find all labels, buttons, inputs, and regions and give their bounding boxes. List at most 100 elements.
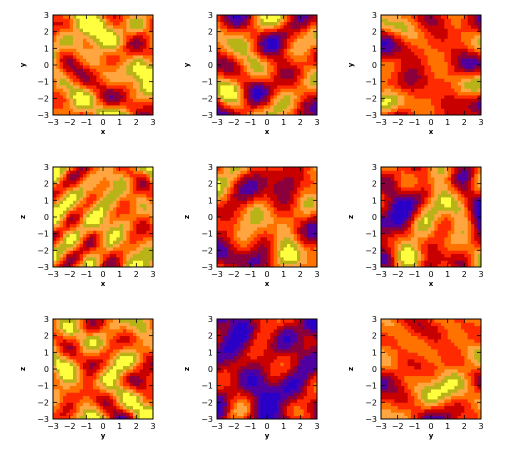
heatmap-cell [441,85,445,89]
heatmap-cell [217,247,221,251]
heatmap-cell [83,247,87,251]
heatmap-cell [381,55,385,59]
heatmap-cell [303,31,308,36]
heatmap-cell [243,263,248,267]
heatmap-cell [427,55,432,59]
heatmap-cell [136,78,141,83]
heatmap-cell [441,98,445,103]
heatmap-cell [313,183,317,188]
heatmap-cell [99,197,104,201]
heatmap-cell [397,35,402,39]
heatmap-cell [384,21,389,26]
heatmap-cell [273,183,278,188]
heatmap-cell [287,55,291,59]
heatmap-cell [434,98,439,103]
heatmap-cell [119,227,124,231]
heatmap-cell [220,220,225,225]
heatmap-cell [66,88,71,93]
heatmap-cell [116,91,121,96]
heatmap-cell [243,250,248,255]
heatmap-cell [86,180,91,185]
heatmap-cell [270,217,275,221]
heatmap-cell [270,65,275,69]
heatmap-cell [116,233,121,238]
heatmap-cell [307,223,311,228]
heatmap-cell [293,180,298,185]
heatmap-cell [270,61,275,66]
heatmap-cell [227,183,231,188]
heatmap-cell [93,187,97,191]
heatmap-cell [454,91,459,96]
heatmap-cell [381,35,385,39]
heatmap-cell [123,227,127,231]
heatmap-cell [93,21,97,26]
heatmap-cell [139,65,144,69]
heatmap-cell [146,250,151,255]
heatmap-cell [387,45,392,49]
heatmap-cell [394,65,399,69]
heatmap-cell [273,230,278,235]
heatmap-cell [129,217,134,221]
heatmap-cell [143,263,147,267]
heatmap-cell [59,253,64,258]
heatmap-cell [133,98,137,103]
heatmap-cell [260,65,265,69]
heatmap-cell [56,173,61,178]
heatmap-cell [106,91,111,96]
heatmap-cell [250,98,255,103]
heatmap-cell [253,220,258,225]
heatmap-cell [283,38,288,43]
heatmap-cell [310,75,315,79]
heatmap-cell [129,101,134,106]
heatmap-cell [444,55,449,59]
heatmap-cell [434,15,439,19]
heatmap-cell [397,28,402,33]
heatmap-cell [56,177,61,181]
heatmap-cell [123,21,127,26]
heatmap-cell [411,88,415,93]
heatmap-cell [270,197,275,201]
heatmap-cell [113,190,117,195]
heatmap-cell [277,111,281,115]
heatmap-cell [471,98,475,103]
heatmap-cell [263,247,268,251]
heatmap-cell [263,243,268,248]
heatmap-cell [300,227,305,231]
heatmap-cell [116,81,121,86]
heatmap-cell [290,68,295,73]
heatmap-cell [303,81,308,86]
heatmap-cell [461,108,465,113]
heatmap-cell [126,233,131,238]
heatmap-cell [139,81,144,86]
heatmap-cell [113,98,117,103]
heatmap-cell [310,253,315,258]
heatmap-cell [53,108,57,113]
heatmap-cell [280,78,285,83]
heatmap-cell [103,25,107,29]
heatmap-cell [243,247,248,251]
heatmap-cell [404,95,409,99]
heatmap-cell [149,180,153,185]
heatmap-cell [53,233,57,238]
heatmap-cell [464,257,469,261]
heatmap-cell [260,95,265,99]
heatmap-cell [454,263,459,267]
heatmap-cell [109,203,114,208]
heatmap-cell [250,35,255,39]
heatmap-cell [69,88,74,93]
heatmap-cell [69,71,74,76]
heatmap-cell [136,247,141,251]
heatmap-cell [283,170,288,175]
heatmap-cell [270,183,275,188]
heatmap-cell [471,25,475,29]
heatmap-cell [461,101,465,106]
heatmap-cell [139,98,144,103]
heatmap-cell [461,111,465,115]
heatmap-cell [59,223,64,228]
heatmap-cell [277,243,281,248]
heatmap-cell [103,237,107,241]
heatmap-cell [113,31,117,36]
heatmap-cell [401,98,405,103]
heatmap-cell [441,55,445,59]
heatmap-cell [103,193,107,198]
